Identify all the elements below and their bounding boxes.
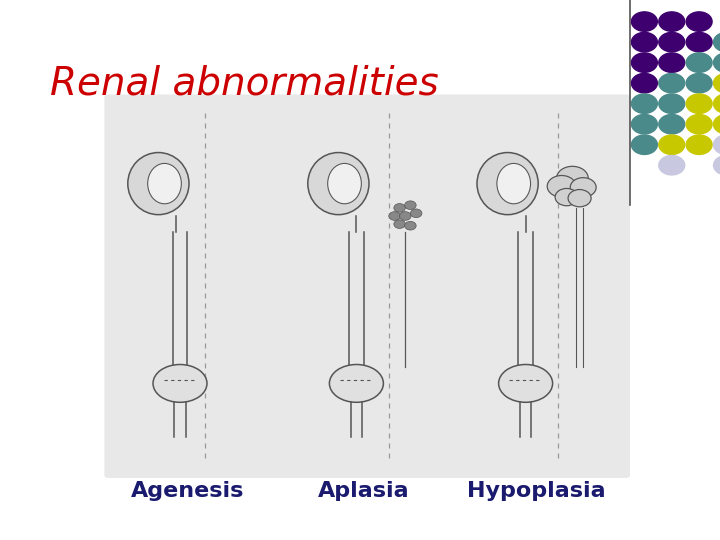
Text: Agenesis: Agenesis xyxy=(130,481,244,502)
Circle shape xyxy=(714,53,720,72)
Circle shape xyxy=(686,135,712,154)
Text: Hypoplasia: Hypoplasia xyxy=(467,481,606,502)
Circle shape xyxy=(631,135,657,154)
Circle shape xyxy=(631,73,657,93)
Ellipse shape xyxy=(153,364,207,402)
Circle shape xyxy=(394,220,405,228)
Circle shape xyxy=(714,156,720,175)
Ellipse shape xyxy=(477,152,538,214)
Circle shape xyxy=(686,73,712,93)
Ellipse shape xyxy=(329,364,383,402)
Circle shape xyxy=(714,32,720,52)
Ellipse shape xyxy=(328,164,361,204)
Ellipse shape xyxy=(128,152,189,214)
Circle shape xyxy=(659,114,685,134)
Circle shape xyxy=(631,12,657,31)
Circle shape xyxy=(568,190,591,207)
Circle shape xyxy=(631,94,657,113)
Circle shape xyxy=(686,94,712,113)
Text: Aplasia: Aplasia xyxy=(318,481,410,502)
Circle shape xyxy=(400,212,411,220)
Circle shape xyxy=(557,166,588,190)
Circle shape xyxy=(555,188,578,206)
FancyBboxPatch shape xyxy=(104,94,630,478)
Ellipse shape xyxy=(307,152,369,214)
Ellipse shape xyxy=(498,364,553,402)
Circle shape xyxy=(570,178,596,197)
Circle shape xyxy=(686,32,712,52)
Circle shape xyxy=(405,201,416,210)
Circle shape xyxy=(405,221,416,230)
Circle shape xyxy=(714,94,720,113)
Circle shape xyxy=(714,73,720,93)
Circle shape xyxy=(547,176,576,197)
Circle shape xyxy=(410,209,422,218)
Circle shape xyxy=(394,204,405,212)
Circle shape xyxy=(659,32,685,52)
Circle shape xyxy=(631,32,657,52)
Text: Renal abnormalities: Renal abnormalities xyxy=(50,65,439,103)
Circle shape xyxy=(659,94,685,113)
Circle shape xyxy=(389,212,400,220)
Circle shape xyxy=(714,135,720,154)
Circle shape xyxy=(659,53,685,72)
Ellipse shape xyxy=(148,164,181,204)
Circle shape xyxy=(686,12,712,31)
Circle shape xyxy=(659,156,685,175)
Circle shape xyxy=(686,53,712,72)
Circle shape xyxy=(631,114,657,134)
Circle shape xyxy=(659,12,685,31)
Circle shape xyxy=(659,73,685,93)
Ellipse shape xyxy=(497,164,531,204)
Circle shape xyxy=(659,135,685,154)
Circle shape xyxy=(631,53,657,72)
Circle shape xyxy=(686,114,712,134)
Circle shape xyxy=(714,114,720,134)
